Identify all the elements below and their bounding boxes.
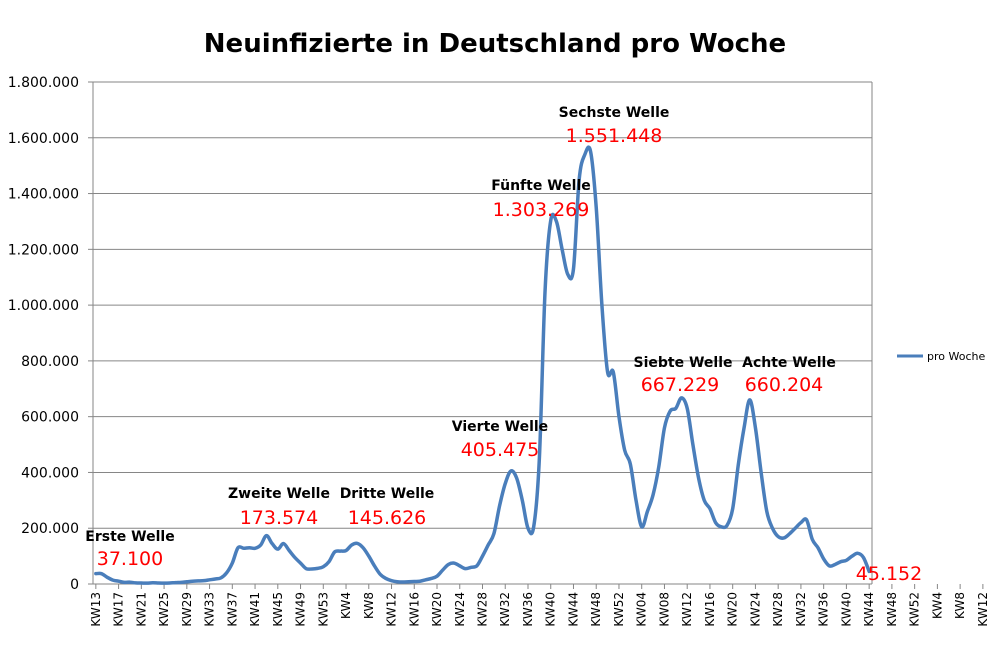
x-tick-label: KW49 — [294, 592, 308, 627]
x-tick-label: KW52 — [908, 592, 922, 627]
x-tick-label: KW45 — [271, 592, 285, 627]
legend-label: pro Woche — [927, 350, 985, 363]
x-tick-label: KW25 — [157, 592, 171, 627]
y-tick-label: 200.000 — [21, 521, 79, 537]
y-tick-label: 400.000 — [21, 465, 79, 481]
x-tick-label: KW40 — [839, 592, 853, 627]
wave-label: Fünfte Welle — [491, 178, 590, 194]
y-tick-label: 1.400.000 — [8, 187, 79, 203]
x-tick-label: KW24 — [453, 592, 467, 627]
x-tick-label: KW13 — [89, 592, 103, 627]
x-tick-label: KW40 — [544, 592, 558, 627]
annotations: Erste Welle 37.100 Zweite Welle 173.574 Drit… — [85, 105, 922, 585]
x-tick-label: KW16 — [407, 592, 421, 627]
y-tick-labels: 0 200.000 400.000 600.000 800.000 1.000.000 1.… — [8, 75, 79, 593]
wave-value: 37.100 — [97, 548, 163, 570]
x-tick-label: KW44 — [862, 592, 876, 627]
wave-value: 1.303.269 — [493, 199, 590, 221]
series-line-pro-woche — [94, 145, 871, 585]
x-tick-label: KW16 — [703, 592, 717, 627]
y-tick-label: 600.000 — [21, 410, 79, 426]
wave-value: 45.152 — [856, 563, 922, 585]
series-layer — [94, 145, 871, 585]
x-tick-label: KW12 — [385, 592, 399, 627]
x-tick-label: KW52 — [612, 592, 626, 627]
x-tick-label: KW48 — [589, 592, 603, 627]
x-tick-label: KW29 — [180, 592, 194, 627]
x-tick-label: KW36 — [521, 592, 535, 627]
wave-label: Achte Welle — [742, 355, 836, 371]
x-tick-label: KW20 — [726, 592, 740, 627]
wave-value: 173.574 — [240, 507, 319, 529]
axes — [92, 82, 873, 585]
x-tick-label: KW41 — [248, 592, 262, 627]
wave-value: 1.551.448 — [566, 125, 663, 147]
wave-value: 667.229 — [641, 374, 720, 396]
wave-value: 145.626 — [348, 507, 427, 529]
x-tick-label: KW04 — [635, 592, 649, 627]
x-tick-label: KW12 — [976, 592, 990, 627]
x-tick-labels: KW13 KW17 KW21 KW25 KW29 KW33 KW37 KW41 KW45 KW49… — [89, 584, 990, 627]
y-tick-label: 1.200.000 — [8, 242, 79, 258]
wave-label: Dritte Welle — [340, 486, 435, 502]
x-tick-label: KW20 — [430, 592, 444, 627]
x-tick-label: KW36 — [817, 592, 831, 627]
x-tick-label: KW4 — [339, 592, 353, 619]
x-tick-label: KW12 — [680, 592, 694, 627]
x-tick-label: KW28 — [476, 592, 490, 627]
y-tick-label: 1.800.000 — [8, 75, 79, 91]
x-tick-label: KW44 — [566, 592, 580, 627]
chart-title: Neuinfizierte in Deutschland pro Woche — [204, 29, 786, 59]
y-tick-label: 1.000.000 — [8, 298, 79, 314]
x-tick-label: KW28 — [771, 592, 785, 627]
wave-label: Zweite Welle — [228, 486, 330, 502]
wave-label: Vierte Welle — [452, 419, 548, 435]
x-tick-label: KW53 — [316, 592, 330, 627]
x-tick-label: KW08 — [657, 592, 671, 627]
x-tick-label: KW37 — [225, 592, 239, 627]
x-tick-label: KW4 — [930, 592, 944, 619]
x-tick-label: KW24 — [748, 592, 762, 627]
x-tick-label: KW8 — [362, 592, 376, 619]
x-tick-label: KW32 — [794, 592, 808, 627]
wave-value: 405.475 — [461, 439, 540, 461]
y-tick-label: 800.000 — [21, 354, 79, 370]
x-tick-label: KW17 — [112, 592, 126, 627]
y-tick-label: 0 — [70, 577, 79, 593]
x-tick-label: KW21 — [134, 592, 148, 627]
x-tick-label: KW8 — [953, 592, 967, 619]
wave-label: Siebte Welle — [634, 355, 733, 371]
x-tick-label: KW48 — [885, 592, 899, 627]
x-tick-label: KW33 — [203, 592, 217, 627]
legend: pro Woche — [897, 350, 985, 363]
wave-label: Sechste Welle — [559, 105, 670, 121]
gridlines — [88, 81, 872, 585]
wave-value: 660.204 — [745, 374, 824, 396]
x-tick-label: KW32 — [498, 592, 512, 627]
y-tick-label: 1.600.000 — [8, 131, 79, 147]
wave-label: Erste Welle — [85, 529, 174, 545]
